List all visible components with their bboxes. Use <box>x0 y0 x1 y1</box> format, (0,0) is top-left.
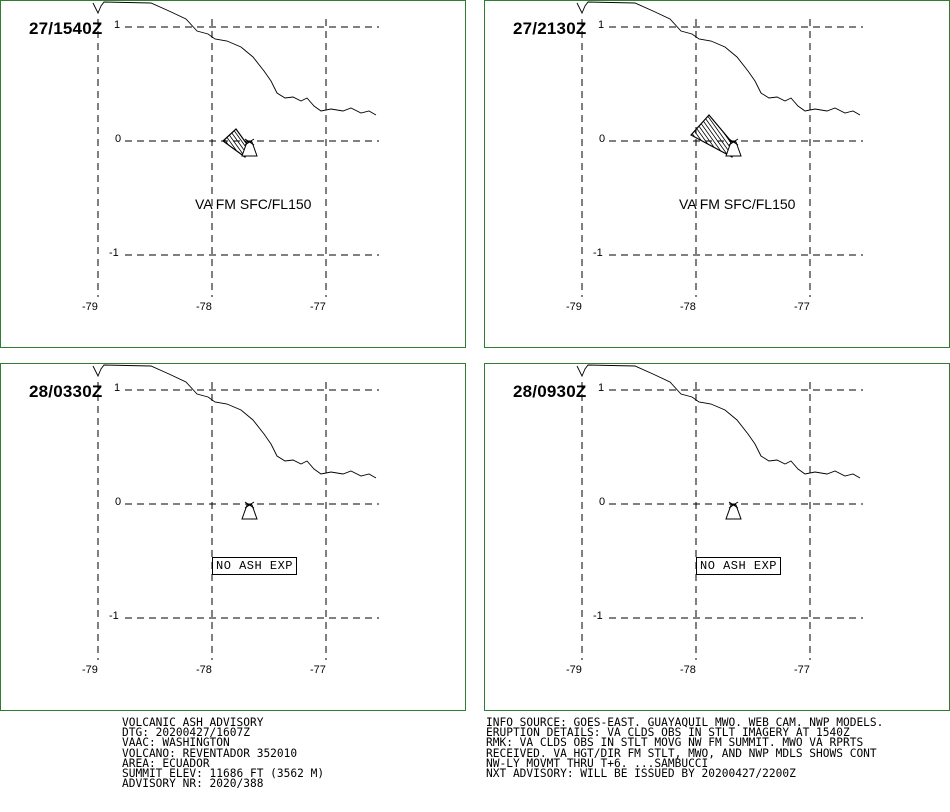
advisory-line: ADVISORY NR: 2020/388 <box>122 777 264 791</box>
grid-lines <box>97 19 379 297</box>
lat-label-minus1: -1 <box>593 247 603 259</box>
panel-time: 28/0330Z <box>29 382 103 401</box>
no-ash-expected-box: NO ASH EXP <box>696 557 782 575</box>
lat-label-0: 0 <box>115 496 122 508</box>
grid-lines <box>581 19 863 297</box>
advisory-line: ERUPTION DETAILS: VA CLDS OBS IN STLT IM… <box>486 726 850 740</box>
ash-cloud-polygon <box>222 128 250 158</box>
forecast-panel-3: 28/0330Z 1 0 -1 -79 -78 -77 NO ASH EXP <box>0 363 466 711</box>
lat-label-0: 0 <box>599 133 606 145</box>
lat-label-1: 1 <box>114 382 121 394</box>
advisory-line: VAAC: WASHINGTON <box>122 736 230 750</box>
coastline <box>92 364 377 479</box>
lon-label-77: -77 <box>794 301 810 313</box>
coastline <box>576 364 861 479</box>
advisory-line: RECEIVED. VA HGT/DIR FM STLT, MWO, AND N… <box>486 746 877 760</box>
ash-height-label: VA FM SFC/FL150 <box>679 196 796 212</box>
coastline <box>576 1 861 116</box>
ash-cloud-polygon <box>690 114 736 158</box>
map-canvas-4 <box>576 364 863 660</box>
advisory-line: VOLCANIC ASH ADVISORY <box>122 716 264 729</box>
advisory-details-block: INFO SOURCE: GOES-EAST. GUAYAQUIL MWO. W… <box>486 716 884 781</box>
lat-label-0: 0 <box>115 133 122 145</box>
lon-label-78: -78 <box>680 664 696 676</box>
grid-lines <box>97 382 379 660</box>
lat-label-1: 1 <box>598 382 605 394</box>
ash-height-label: VA FM SFC/FL150 <box>195 196 312 212</box>
forecast-panel-1: 27/1540Z 1 0 -1 -79 -78 -77 VA FM SFC/FL… <box>0 0 466 348</box>
map-canvas-3 <box>92 364 379 660</box>
lon-label-77: -77 <box>794 664 810 676</box>
lon-label-79: -79 <box>566 664 582 676</box>
advisory-line: NXT ADVISORY: WILL BE ISSUED BY 20200427… <box>486 767 796 781</box>
forecast-panel-2: 27/2130Z 1 0 -1 -79 -78 -77 VA FM SFC/FL… <box>484 0 950 348</box>
panel-time: 27/2130Z <box>513 19 587 38</box>
advisory-line: NW-LY MOVMT THRU T+6. ...SAMBUCCI <box>486 756 709 770</box>
lat-label-0: 0 <box>599 496 606 508</box>
map-canvas-1 <box>92 1 379 297</box>
advisory-line: AREA: ECUADOR <box>122 756 210 770</box>
lat-label-1: 1 <box>598 19 605 31</box>
panel-time: 27/1540Z <box>29 19 103 38</box>
forecast-panel-4: 28/0930Z 1 0 -1 -79 -78 -77 NO ASH EXP <box>484 363 950 711</box>
advisory-line: DTG: 20200427/1607Z <box>122 726 250 740</box>
volcano-icon <box>725 501 742 520</box>
lat-label-minus1: -1 <box>593 610 603 622</box>
lat-label-1: 1 <box>114 19 121 31</box>
volcano-icon <box>241 501 258 520</box>
lon-label-79: -79 <box>82 664 98 676</box>
volcano-icon <box>241 138 258 157</box>
advisory-line: INFO SOURCE: GOES-EAST. GUAYAQUIL MWO. W… <box>486 716 884 729</box>
no-ash-expected-box: NO ASH EXP <box>212 557 298 575</box>
lat-label-minus1: -1 <box>109 247 119 259</box>
panel-time: 28/0930Z <box>513 382 587 401</box>
advisory-line: SUMMIT ELEV: 11686 FT (3562 M) <box>122 767 325 781</box>
lon-label-77: -77 <box>310 301 326 313</box>
lon-label-79: -79 <box>566 301 582 313</box>
lon-label-78: -78 <box>680 301 696 313</box>
lon-label-79: -79 <box>82 301 98 313</box>
advisory-line: RMK: VA CLDS OBS IN STLT MOVG NW FM SUMM… <box>486 736 864 750</box>
coastline <box>92 1 377 116</box>
advisory-header-block: VOLCANIC ASH ADVISORY DTG: 20200427/1607… <box>122 716 325 791</box>
map-canvas-2 <box>576 1 863 297</box>
advisory-line: VOLCANO: REVENTADOR 352010 <box>122 746 298 760</box>
grid-lines <box>581 382 863 660</box>
lat-label-minus1: -1 <box>109 610 119 622</box>
lon-label-77: -77 <box>310 664 326 676</box>
lon-label-78: -78 <box>196 664 212 676</box>
volcano-icon <box>725 138 742 157</box>
lon-label-78: -78 <box>196 301 212 313</box>
